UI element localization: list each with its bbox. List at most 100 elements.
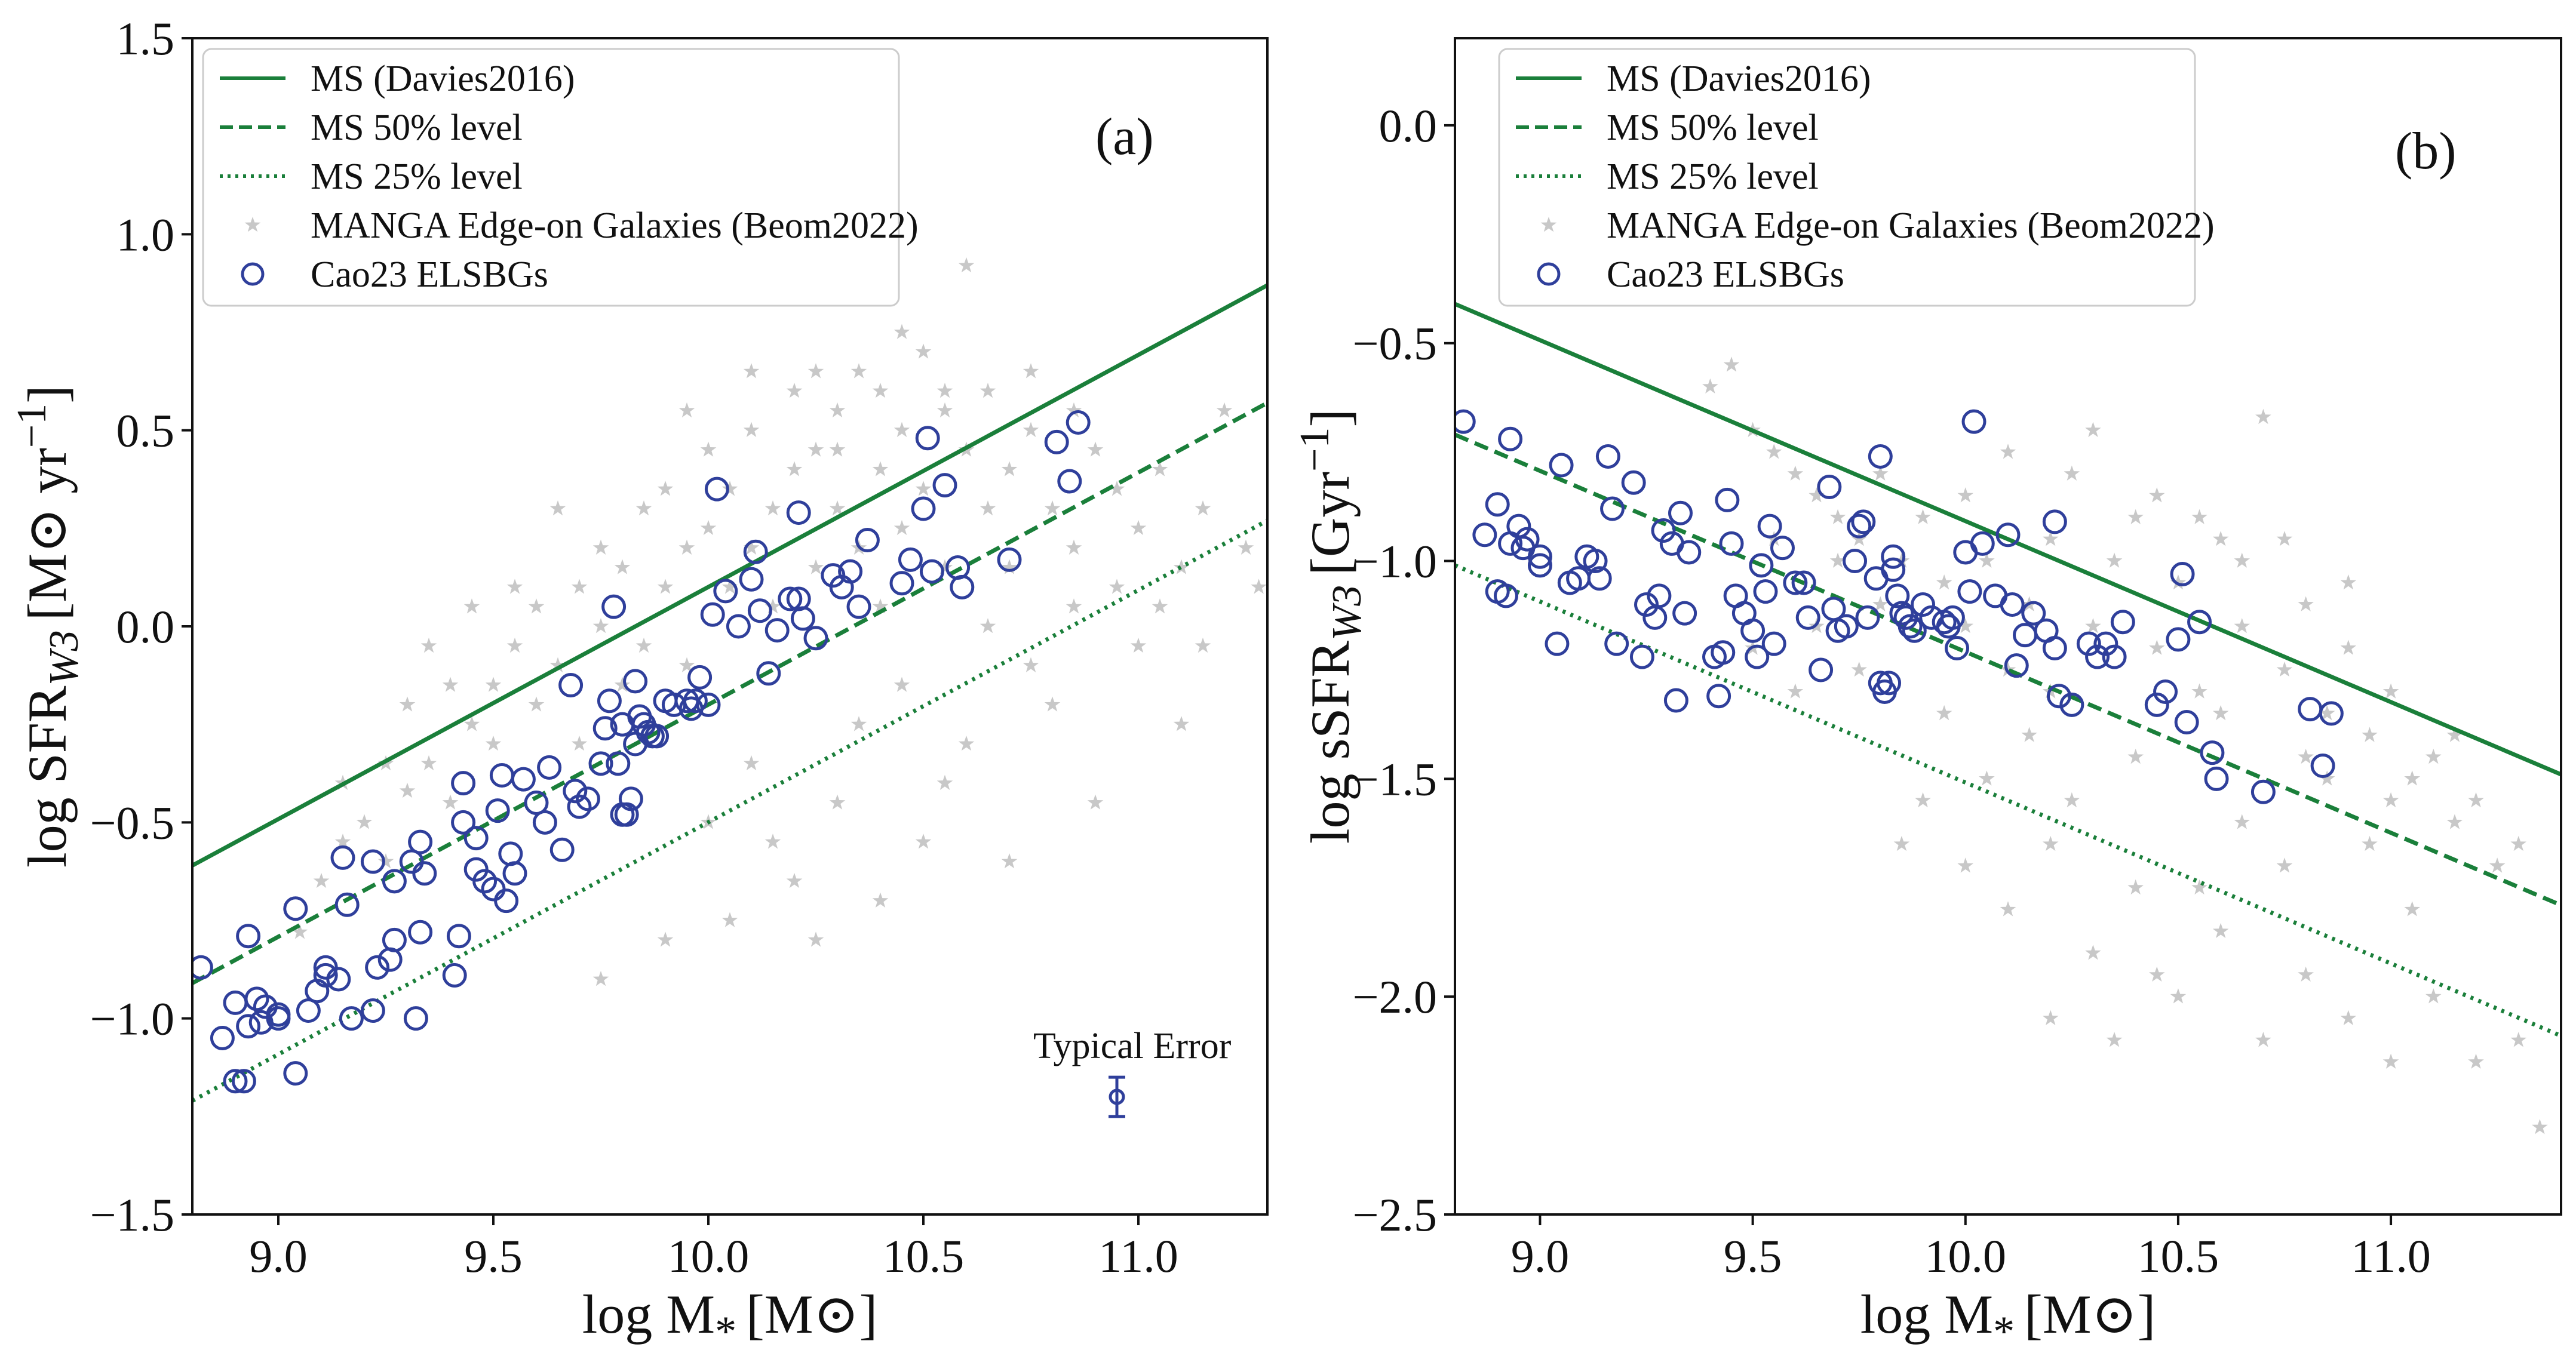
elsbg-point [563, 779, 588, 804]
legend-label-ms: MS (Davies2016) [311, 59, 575, 99]
legend-label-elsbg: Cao23 ELSBGs [311, 254, 548, 295]
panel-b-ms-lines [1455, 302, 2561, 1038]
manga-star-point [829, 441, 846, 457]
elsbg-point [558, 673, 584, 697]
elsbg-point [618, 786, 643, 811]
manga-star-point [2191, 683, 2207, 699]
manga-star-point [743, 422, 760, 437]
manga-star-point [1979, 770, 1995, 786]
ms-line-solid [1455, 302, 2561, 777]
manga-star-point [2276, 531, 2293, 546]
elsbg-point [1634, 592, 1659, 617]
manga-star-point [549, 500, 566, 516]
elsbg-point [511, 767, 536, 792]
elsbg-point [2021, 601, 2046, 626]
elsbg-point [606, 751, 631, 776]
elsbg-point [1044, 429, 1069, 454]
x-tick-label: 9.0 [1511, 1230, 1570, 1282]
manga-star-point [1829, 509, 1846, 524]
y-tick-label: −1.5 [90, 1189, 175, 1241]
manga-star-point [1238, 539, 1254, 555]
panel-b-y-ticks: −2.5 −2.0 −1.5 −1.0 −0.5 0.0 [1353, 100, 1455, 1241]
xlabel-unit: [M⊙] [2024, 1284, 2156, 1345]
ylabel-sub: W3 [41, 630, 87, 685]
manga-star-point [592, 539, 609, 555]
legend-label-manga: MANGA Edge-on Galaxies (Beom2022) [1607, 205, 2215, 246]
manga-star-point [1936, 574, 1952, 590]
elsbg-point [296, 998, 321, 1023]
elsbg-point [2085, 644, 2110, 669]
elsbg-point [2319, 701, 2344, 726]
manga-star-point [1787, 465, 1804, 481]
manga-star-point [2425, 748, 2442, 764]
manga-star-point [937, 774, 953, 790]
manga-star-point [2212, 922, 2229, 939]
elsbg-point [2102, 644, 2127, 669]
panel-a: 9.0 9.5 10.0 10.5 11.0 −1.5 −1.0 −0.5 0.0 0.5 1.0… [9, 13, 1269, 1353]
x-tick-label: 9.5 [464, 1230, 523, 1282]
manga-star-point [2340, 574, 2357, 590]
manga-star-point [463, 598, 480, 614]
elsbg-point [266, 1006, 291, 1031]
ylabel-main: log SFR [17, 685, 78, 868]
x-tick-label: 10.0 [1925, 1230, 2007, 1282]
elsbg-point [1651, 518, 1676, 543]
elsbg-point [1485, 492, 1510, 517]
manga-star-point [2382, 1053, 2399, 1069]
elsbg-point [644, 724, 670, 749]
manga-star-point [1152, 598, 1168, 614]
elsbg-point [1587, 566, 1612, 591]
elsbg-point [1940, 605, 1965, 630]
elsbg-point [408, 920, 433, 945]
manga-star-point [2042, 835, 2059, 851]
manga-star-point [2149, 639, 2165, 655]
ylabel-sup: −1 [1292, 428, 1338, 472]
manga-star-point [1216, 402, 1233, 418]
elsbg-point [382, 927, 407, 952]
elsbg-point [1847, 513, 1872, 539]
x-tick-label: 11.0 [1098, 1230, 1178, 1282]
elsbg-point [786, 500, 811, 525]
elsbg-point [1885, 583, 1910, 608]
elsbg-point [2250, 779, 2276, 804]
elsbg-point [382, 869, 407, 894]
legend-label-ms25: MS 25% level [1607, 156, 1819, 197]
manga-star-point [1957, 857, 1974, 873]
elsbg-point [1527, 553, 1552, 578]
panel-b: 9.0 9.5 10.0 10.5 11.0 −2.5 −2.0 −1.5 −1.0 −0.5 0… [1292, 37, 2562, 1353]
elsbg-point [1066, 410, 1091, 435]
manga-star-point [592, 971, 609, 986]
elsbg-point [1961, 409, 1987, 434]
elsbg-point [1455, 409, 1476, 434]
manga-star-point [851, 363, 867, 379]
elsbg-point [803, 626, 828, 651]
elsbg-point [743, 539, 768, 564]
elsbg-point [1877, 671, 1902, 696]
manga-star-point [894, 676, 910, 692]
elsbg-point [2200, 740, 2225, 765]
ms-line-dashed [1455, 432, 2561, 908]
elsbg-point [614, 802, 639, 827]
elsbg-point [442, 963, 467, 988]
elsbg-point [1621, 470, 1646, 495]
elsbg-point [2298, 697, 2323, 722]
manga-star-point [2021, 727, 2037, 742]
x-tick-label: 9.5 [1724, 1230, 1782, 1282]
manga-star-point [2170, 988, 2187, 1004]
elsbg-point [567, 794, 592, 819]
manga-star-point [1130, 519, 1147, 536]
elsbg-point [1783, 570, 1808, 595]
manga-star-point [1915, 509, 1931, 524]
manga-star-point [2149, 487, 2165, 503]
elsbg-point [2042, 509, 2067, 534]
xlabel-unit: [M⊙] [746, 1284, 877, 1345]
manga-star-point [2064, 465, 2080, 481]
manga-star-point [2362, 727, 2378, 742]
panel-b-legend: MS (Davies2016) MS 50% level MS 25% leve… [1498, 48, 2215, 307]
manga-star-point [786, 383, 803, 398]
elsbg-point [1855, 605, 1880, 630]
elsbg-point [932, 473, 957, 498]
manga-star-point [2468, 792, 2484, 808]
elsbg-point [1715, 487, 1740, 512]
elsbg-point [1881, 557, 1906, 582]
